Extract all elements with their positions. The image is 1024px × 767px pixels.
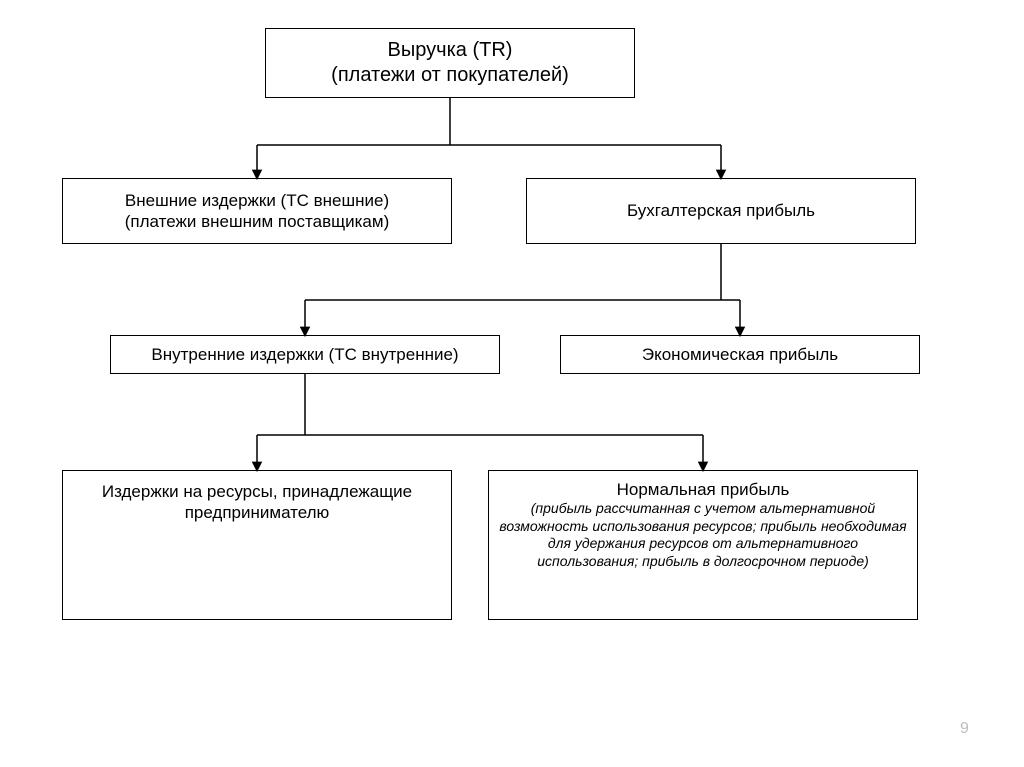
node-accounting-profit: Бухгалтерская прибыль (526, 178, 916, 244)
node-resource-costs-line1: Издержки на ресурсы, принадлежащие (102, 481, 412, 502)
node-external-costs-line1: Внешние издержки (ТС внешние) (125, 190, 389, 211)
node-economic-profit: Экономическая прибыль (560, 335, 920, 374)
diagram-canvas: Выручка (TR) (платежи от покупателей) Вн… (0, 0, 1024, 767)
node-economic-profit-line1: Экономическая прибыль (642, 344, 838, 365)
node-normal-profit-desc: (прибыль рассчитанная с учетом альтернат… (497, 500, 909, 570)
edges-svg (0, 0, 1024, 767)
node-external-costs: Внешние издержки (ТС внешние) (платежи в… (62, 178, 452, 244)
node-external-costs-line2: (платежи внешним поставщикам) (125, 211, 389, 232)
edge-intcosts-split (257, 374, 703, 470)
node-internal-costs-line1: Внутренние издержки (ТС внутренние) (151, 344, 458, 365)
page-number: 9 (960, 720, 969, 738)
node-resource-costs-line2: предпринимателю (185, 502, 330, 523)
edge-accprofit-split (305, 244, 740, 335)
node-revenue-line2: (платежи от покупателей) (331, 63, 569, 88)
node-normal-profit-title: Нормальная прибыль (617, 479, 790, 500)
node-resource-costs: Издержки на ресурсы, принадлежащие предп… (62, 470, 452, 620)
node-revenue: Выручка (TR) (платежи от покупателей) (265, 28, 635, 98)
edge-root-split (257, 98, 721, 178)
node-accounting-profit-line1: Бухгалтерская прибыль (627, 200, 815, 221)
node-normal-profit: Нормальная прибыль (прибыль рассчитанная… (488, 470, 918, 620)
node-revenue-line1: Выручка (TR) (388, 38, 513, 63)
node-internal-costs: Внутренние издержки (ТС внутренние) (110, 335, 500, 374)
